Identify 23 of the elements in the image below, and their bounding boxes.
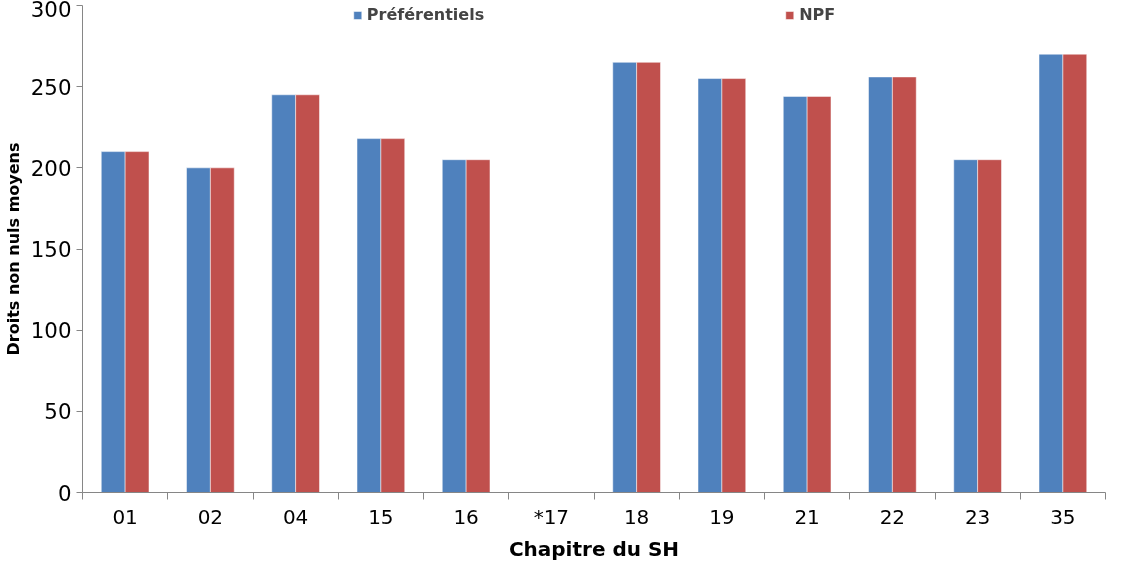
x-tick-label: 15 [368, 504, 394, 529]
y-tick-label: 50 [44, 399, 72, 425]
y-tick-label: 150 [30, 237, 72, 262]
x-tick-label: 19 [709, 504, 735, 529]
x-axis-title: Chapitre du SH [508, 536, 680, 561]
y-tick-label: 200 [30, 155, 72, 181]
x-tick-label: *17 [533, 504, 570, 529]
y-tick-label: 0 [57, 480, 72, 506]
legend-label: Préférentiels [366, 5, 485, 24]
x-tick-label: 16 [453, 504, 479, 529]
x-tick-label: 02 [197, 504, 224, 529]
legend-label: NPF [799, 5, 836, 24]
x-tick-label: 01 [112, 504, 138, 529]
x-tick-label: 04 [282, 504, 309, 529]
x-tick-label: 35 [1050, 504, 1076, 529]
y-tick-label: 100 [30, 318, 72, 344]
x-tick-label: 18 [623, 504, 650, 529]
x-tick-label: 21 [794, 504, 820, 529]
y-tick-label: 300 [30, 0, 72, 22]
y-tick-label: 250 [30, 74, 72, 100]
x-tick-label: 23 [964, 504, 991, 529]
y-axis-title: Droits non nuls moyens [3, 142, 23, 356]
x-tick-label: 22 [879, 504, 906, 529]
